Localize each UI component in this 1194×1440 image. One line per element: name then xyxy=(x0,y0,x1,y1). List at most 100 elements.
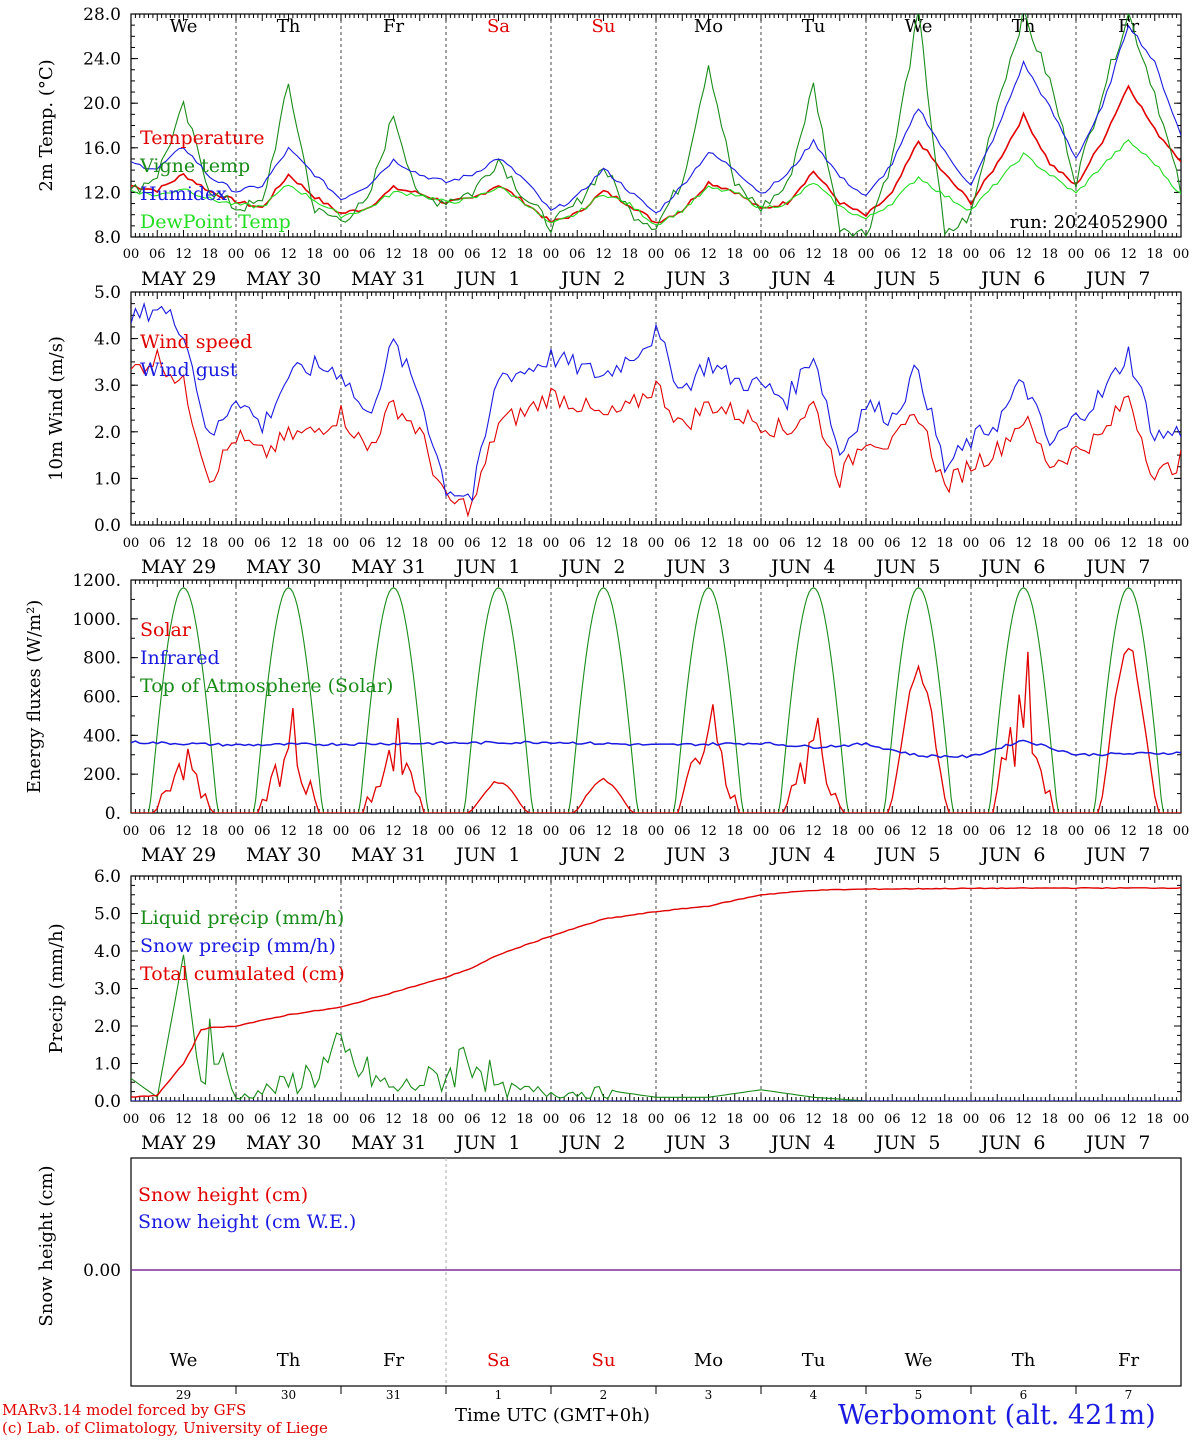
y-tick-label: 5.0 xyxy=(94,283,121,303)
hour-tick-label: 06 xyxy=(464,247,481,262)
legend-entry: Infrared xyxy=(140,647,220,669)
day-number-label: 6 xyxy=(1020,1388,1028,1402)
run-label: run: 2024052900 xyxy=(1010,212,1168,233)
day-name-label: Su xyxy=(592,1350,616,1371)
hour-tick-label: 18 xyxy=(621,1112,638,1127)
hour-tick-label: 06 xyxy=(779,1112,796,1127)
legend-entry: Humidex xyxy=(140,183,227,205)
y-tick-label: 2.0 xyxy=(94,1017,121,1037)
day-number-label: 29 xyxy=(176,1388,191,1402)
day-number-label: 7 xyxy=(1125,1388,1133,1402)
hour-tick-label: 12 xyxy=(1015,824,1032,839)
date-tick-label: JUN 6 xyxy=(979,1132,1045,1154)
toa-solar-line xyxy=(131,587,1181,813)
hour-tick-label: 12 xyxy=(490,1112,507,1127)
hour-tick-label: 00 xyxy=(438,536,455,551)
day-name-label: We xyxy=(905,1350,933,1371)
hour-tick-label: 06 xyxy=(884,1112,901,1127)
y-tick-label: 3.0 xyxy=(94,376,121,396)
day-name-label: Sa xyxy=(487,1350,510,1371)
y-tick-label: 6.0 xyxy=(94,867,121,887)
hour-tick-label: 06 xyxy=(1094,536,1111,551)
wind-series-line xyxy=(131,347,1181,518)
hour-tick-label: 06 xyxy=(569,247,586,262)
hour-tick-label: 00 xyxy=(438,1112,455,1127)
hour-tick-label: 12 xyxy=(805,1112,822,1127)
hour-tick-label: 00 xyxy=(333,1112,350,1127)
hour-tick-label: 00 xyxy=(963,247,980,262)
hour-tick-label: 06 xyxy=(359,1112,376,1127)
y-tick-label: 400. xyxy=(83,726,121,746)
y-tick-label: 16.0 xyxy=(83,139,121,159)
hour-tick-label: 12 xyxy=(1120,536,1137,551)
hour-tick-label: 12 xyxy=(280,824,297,839)
day-name-label: Mo xyxy=(694,16,723,37)
hour-tick-label: 12 xyxy=(385,1112,402,1127)
hour-tick-label: 06 xyxy=(884,536,901,551)
day-name-label: Th xyxy=(1012,16,1036,37)
hour-tick-label: 00 xyxy=(753,1112,770,1127)
date-tick-label: JUN 7 xyxy=(1084,1132,1150,1154)
date-tick-label: MAY 29 xyxy=(141,268,216,290)
hour-tick-label: 12 xyxy=(175,824,192,839)
hour-tick-label: 00 xyxy=(228,1112,245,1127)
hour-tick-label: 12 xyxy=(595,247,612,262)
legend-entry: Wind gust xyxy=(140,359,238,381)
hour-tick-label: 00 xyxy=(333,824,350,839)
hour-tick-label: 12 xyxy=(595,536,612,551)
hour-tick-label: 18 xyxy=(411,536,428,551)
hour-tick-label: 12 xyxy=(490,536,507,551)
hour-tick-label: 00 xyxy=(333,247,350,262)
y-tick-label: 0. xyxy=(105,804,121,824)
hour-tick-label: 18 xyxy=(516,1112,533,1127)
y-tick-label: 12.0 xyxy=(83,183,121,203)
hour-tick-label: 18 xyxy=(831,1112,848,1127)
hour-tick-label: 06 xyxy=(254,247,271,262)
legend-entry: Snow precip (mm/h) xyxy=(140,935,336,957)
day-name-label: Mo xyxy=(694,1350,723,1371)
hour-tick-label: 12 xyxy=(490,824,507,839)
y-tick-label: 4.0 xyxy=(94,942,121,962)
hour-tick-label: 12 xyxy=(700,247,717,262)
hour-tick-label: 12 xyxy=(700,1112,717,1127)
hour-tick-label: 06 xyxy=(1094,824,1111,839)
temp-series-line xyxy=(131,139,1181,226)
date-tick-label: MAY 30 xyxy=(246,556,321,578)
y-tick-label: 24.0 xyxy=(83,50,121,70)
date-tick-label: JUN 2 xyxy=(559,844,625,866)
hour-tick-label: 06 xyxy=(674,1112,691,1127)
hour-tick-label: 18 xyxy=(201,247,218,262)
hour-tick-label: 12 xyxy=(595,1112,612,1127)
hour-tick-label: 18 xyxy=(726,1112,743,1127)
day-number-label: 2 xyxy=(600,1388,608,1402)
day-name-label: Fr xyxy=(383,1350,404,1371)
hour-tick-label: 00 xyxy=(1173,247,1190,262)
y-axis-label: Energy fluxes (W/m²) xyxy=(24,600,45,794)
hour-tick-label: 00 xyxy=(1068,824,1085,839)
temp-series-line xyxy=(131,84,1181,224)
hour-tick-label: 18 xyxy=(411,824,428,839)
hour-tick-label: 12 xyxy=(910,824,927,839)
y-tick-label: 1.0 xyxy=(94,469,121,489)
date-tick-label: JUN 1 xyxy=(454,556,520,578)
y-tick-label: 20.0 xyxy=(83,94,121,114)
day-number-label: 31 xyxy=(386,1388,401,1402)
y-tick-label: 800. xyxy=(83,649,121,669)
date-tick-label: MAY 29 xyxy=(141,1132,216,1154)
hour-tick-label: 00 xyxy=(1068,536,1085,551)
hour-tick-label: 12 xyxy=(1015,1112,1032,1127)
y-tick-label: 1.0 xyxy=(94,1055,121,1075)
hour-tick-label: 18 xyxy=(831,824,848,839)
date-tick-label: JUN 4 xyxy=(769,268,835,290)
hour-tick-label: 06 xyxy=(149,824,166,839)
hour-tick-label: 00 xyxy=(753,824,770,839)
date-tick-label: MAY 30 xyxy=(246,1132,321,1154)
day-number-label: 30 xyxy=(281,1388,296,1402)
y-tick-label: 600. xyxy=(83,688,121,708)
day-name-label: Fr xyxy=(1118,1350,1139,1371)
hour-tick-label: 06 xyxy=(779,824,796,839)
hour-tick-label: 12 xyxy=(910,247,927,262)
hour-tick-label: 00 xyxy=(1068,1112,1085,1127)
y-tick-label: 5.0 xyxy=(94,905,121,925)
